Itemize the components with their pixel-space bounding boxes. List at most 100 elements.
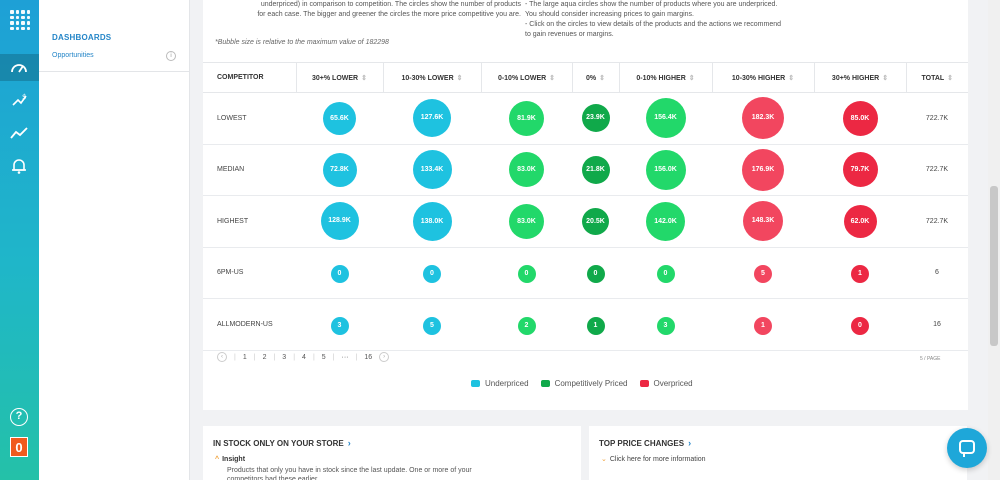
column-header[interactable]: TOTAL ⇕ <box>906 62 968 93</box>
sort-icon[interactable]: ⇕ <box>599 74 605 82</box>
sort-icon[interactable]: ⇕ <box>947 74 954 82</box>
count-bubble[interactable]: 62.0K <box>843 204 877 238</box>
legend-swatch <box>471 380 480 387</box>
column-header-label: 30+% HIGHER <box>831 74 880 82</box>
pager-divider: | <box>293 353 296 361</box>
instock-title[interactable]: IN STOCK ONLY ON YOUR STORE › <box>213 438 351 448</box>
column-header[interactable]: 0-10% LOWER ⇕ <box>481 62 573 93</box>
pager-divider: | <box>234 353 236 361</box>
column-header-label: 0-10% HIGHER <box>636 74 686 82</box>
count-bubble[interactable]: 5 <box>754 265 772 284</box>
count-bubble[interactable]: 138.0K <box>412 201 452 241</box>
app-logo[interactable] <box>10 10 30 30</box>
column-header[interactable]: 10-30% HIGHER ⇕ <box>712 62 815 93</box>
legend-swatch <box>639 380 649 387</box>
bubble-cell: 0 <box>572 247 619 299</box>
pricing-dollar-icon[interactable]: $ <box>9 90 29 110</box>
help-icon[interactable]: ? <box>10 408 28 426</box>
count-bubble[interactable]: 85.0K <box>842 100 878 136</box>
count-bubble[interactable]: 3 <box>656 316 675 335</box>
count-bubble[interactable]: 0 <box>423 265 441 284</box>
page-number[interactable]: 5 <box>321 353 326 361</box>
dashboard-gauge-icon[interactable] <box>9 58 29 78</box>
bubble-cell: 0 <box>619 247 712 299</box>
bubble-size-note: *Bubble size is relative to the maximum … <box>215 39 389 46</box>
competitor-name: ALLMODERN-US <box>203 298 296 351</box>
column-header[interactable]: COMPETITOR <box>203 62 297 93</box>
count-bubble[interactable]: 23.9K <box>581 104 610 133</box>
sort-icon[interactable]: ⇕ <box>882 74 889 82</box>
insight-toggle[interactable]: ^ Insight <box>215 456 245 463</box>
count-bubble[interactable]: 156.0K <box>645 149 686 190</box>
count-bubble[interactable]: 142.0K <box>646 201 685 241</box>
per-page-select[interactable]: 5 / PAGE <box>920 356 941 362</box>
price-position-card: underpriced) in comparison to competitio… <box>203 0 968 410</box>
count-bubble[interactable]: 133.4K <box>412 150 452 190</box>
count-bubble[interactable]: 0 <box>656 265 675 284</box>
count-bubble[interactable]: 0 <box>851 316 869 335</box>
bubble-cell: 0 <box>383 247 481 299</box>
sort-icon[interactable]: ⇕ <box>549 74 556 82</box>
svg-text:$: $ <box>22 93 26 101</box>
sort-icon[interactable]: ⇕ <box>788 74 795 82</box>
alerts-bell-icon[interactable] <box>9 156 29 176</box>
trend-line-icon[interactable] <box>9 123 29 143</box>
count-bubble[interactable]: 182.3K <box>742 97 784 140</box>
page-number[interactable]: 16 <box>364 353 373 361</box>
bubble-cell: 128.9K <box>296 195 383 248</box>
count-bubble[interactable]: 0 <box>330 265 349 284</box>
page-number[interactable]: 2 <box>262 353 267 361</box>
count-bubble[interactable]: 127.6K <box>413 99 451 138</box>
notification-badge[interactable]: 0 <box>10 437 28 457</box>
count-bubble[interactable]: 65.6K <box>323 101 356 135</box>
count-bubble[interactable]: 128.9K <box>320 202 359 241</box>
info-icon[interactable]: i <box>166 51 176 61</box>
legend-label: Overpriced <box>653 379 693 388</box>
column-header[interactable]: 0-10% HIGHER ⇕ <box>619 62 713 93</box>
column-header[interactable]: 30+% HIGHER ⇕ <box>814 62 907 93</box>
nav-item-opportunities[interactable]: Opportunities <box>52 52 94 59</box>
legend-label: Competitively Priced <box>554 379 628 388</box>
pager-divider: | <box>253 353 256 361</box>
bubble-cell: 83.0K <box>481 144 572 196</box>
page-number[interactable]: ··· <box>341 353 349 361</box>
page-number[interactable]: 1 <box>242 353 247 361</box>
count-bubble[interactable]: 156.4K <box>645 98 686 139</box>
count-bubble[interactable]: 1 <box>586 316 605 335</box>
count-bubble[interactable]: 72.8K <box>322 152 357 187</box>
count-bubble[interactable]: 81.9K <box>509 100 544 136</box>
desc-line: - Click on the circles to view details o… <box>525 21 782 28</box>
count-bubble[interactable]: 20.5K <box>582 207 609 235</box>
bubble-cell: 3 <box>296 298 383 351</box>
chat-launcher-button[interactable] <box>947 428 987 468</box>
count-bubble[interactable]: 2 <box>517 316 536 335</box>
count-bubble[interactable]: 0 <box>517 265 536 284</box>
more-info-link[interactable]: ⌄ Click here for more information <box>601 455 706 463</box>
next-page-button[interactable]: › <box>379 352 390 362</box>
sort-icon[interactable]: ⇕ <box>361 74 367 82</box>
count-bubble[interactable]: 0 <box>586 265 605 284</box>
prev-page-button[interactable]: ‹ <box>217 352 227 362</box>
scrollbar-thumb[interactable] <box>990 186 998 346</box>
top-price-title[interactable]: TOP PRICE CHANGES › <box>599 438 691 448</box>
page-number[interactable]: 4 <box>302 353 306 361</box>
count-bubble[interactable]: 3 <box>330 316 349 335</box>
sort-icon[interactable]: ⇕ <box>688 74 695 82</box>
count-bubble[interactable]: 83.0K <box>509 203 544 239</box>
column-header[interactable]: 0% ⇕ <box>572 62 620 93</box>
count-bubble[interactable]: 1 <box>754 316 772 335</box>
count-bubble[interactable]: 176.9K <box>742 148 784 191</box>
count-bubble[interactable]: 79.7K <box>842 152 878 188</box>
sort-icon[interactable]: ⇕ <box>456 74 463 82</box>
count-bubble[interactable]: 83.0K <box>509 152 544 188</box>
count-bubble[interactable]: 5 <box>423 316 441 335</box>
page-number[interactable]: 3 <box>282 353 287 361</box>
desc-line: for each case. The bigger and greener th… <box>257 11 521 18</box>
count-bubble[interactable]: 148.3K <box>743 201 783 242</box>
count-bubble[interactable]: 21.8K <box>581 155 610 184</box>
page-scrollbar[interactable] <box>988 0 1000 480</box>
column-header[interactable]: 30+% LOWER ⇕ <box>296 62 384 93</box>
count-bubble[interactable]: 1 <box>851 265 869 284</box>
table-row: LOWEST 65.6K 127.6K 81.9K 23.9K 156.4K 182.3K 8… <box>203 92 968 145</box>
column-header[interactable]: 10-30% LOWER ⇕ <box>383 62 482 93</box>
